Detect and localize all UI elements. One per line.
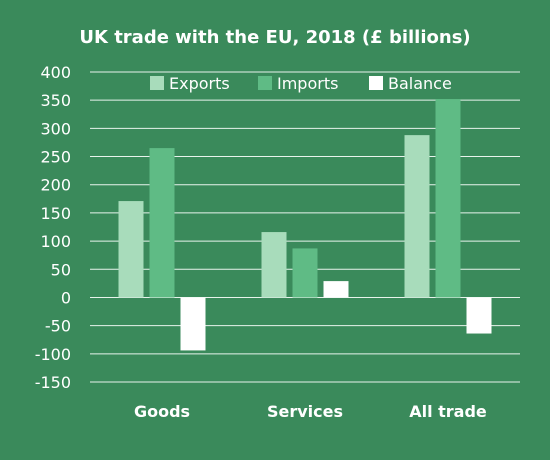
y-tick-label: 150: [40, 204, 71, 223]
y-tick-label: 400: [40, 63, 71, 82]
y-tick-label: 250: [40, 148, 71, 167]
y-tick-label: 0: [61, 288, 71, 307]
y-tick-label: 300: [40, 119, 71, 138]
bars: [118, 99, 492, 351]
legend-label-exports: Exports: [169, 74, 230, 93]
bar-imports-goods: [149, 148, 175, 298]
x-axis-category-labels: Goods Services All trade: [134, 402, 487, 421]
x-category-label: Services: [267, 402, 343, 421]
x-category-label: Goods: [134, 402, 190, 421]
y-tick-label: -50: [45, 317, 71, 336]
y-axis-tick-labels: -150 -100 -50 0 50 100 150 200 250 300 350 400: [35, 63, 71, 392]
y-tick-label: 100: [40, 232, 71, 251]
legend-swatch-balance: [369, 76, 383, 90]
bar-balance-services: [323, 281, 349, 298]
legend: Exports Imports Balance: [150, 74, 452, 93]
legend-swatch-exports: [150, 76, 164, 90]
bar-balance-all-trade: [466, 297, 492, 334]
y-tick-label: 200: [40, 176, 71, 195]
legend-swatch-imports: [258, 76, 272, 90]
bar-exports-services: [261, 232, 287, 298]
bar-imports-all-trade: [435, 99, 461, 298]
legend-label-balance: Balance: [388, 74, 452, 93]
bar-exports-goods: [118, 201, 144, 298]
bar-imports-services: [292, 248, 318, 298]
bar-exports-all-trade: [404, 135, 430, 298]
bar-balance-goods: [180, 297, 206, 351]
x-category-label: All trade: [409, 402, 487, 421]
chart-title: UK trade with the EU, 2018 (£ billions): [79, 27, 471, 48]
legend-label-imports: Imports: [277, 74, 338, 93]
y-tick-label: -150: [35, 373, 71, 392]
y-tick-label: 50: [51, 260, 71, 279]
y-tick-label: -100: [35, 345, 71, 364]
y-tick-label: 350: [40, 91, 71, 110]
